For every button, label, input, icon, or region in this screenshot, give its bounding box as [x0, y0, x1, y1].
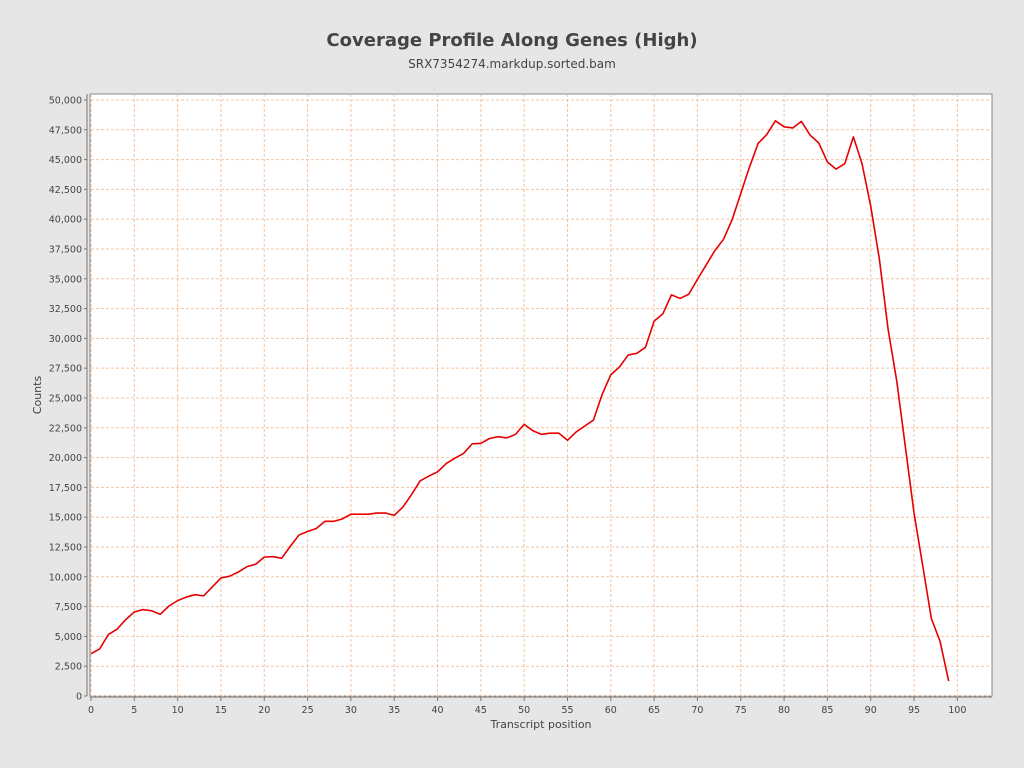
- x-tick-label: 5: [131, 705, 137, 716]
- y-tick-label: 27,500: [49, 364, 82, 375]
- x-tick-label: 35: [388, 705, 400, 716]
- x-tick-label: 45: [475, 705, 487, 716]
- x-tick-label: 95: [908, 705, 920, 716]
- chart-title: Coverage Profile Along Genes (High): [326, 30, 698, 51]
- x-tick-label: 15: [215, 705, 227, 716]
- y-tick-label: 30,000: [49, 334, 82, 345]
- y-tick-label: 37,500: [49, 244, 82, 255]
- y-tick-label: 42,500: [49, 185, 82, 196]
- y-tick-label: 47,500: [49, 125, 82, 136]
- y-axis-label: Counts: [31, 376, 44, 415]
- y-tick-label: 12,500: [49, 542, 82, 553]
- x-tick-label: 80: [778, 705, 790, 716]
- y-tick-label: 17,500: [49, 483, 82, 494]
- y-tick-label: 7,500: [55, 602, 82, 613]
- y-tick-label: 22,500: [49, 423, 82, 434]
- chart-subtitle: SRX7354274.markdup.sorted.bam: [408, 57, 616, 71]
- y-tick-label: 50,000: [49, 95, 82, 106]
- x-tick-label: 100: [948, 705, 966, 716]
- x-tick-label: 10: [172, 705, 184, 716]
- x-tick-label: 55: [561, 705, 573, 716]
- x-tick-label: 60: [605, 705, 617, 716]
- x-tick-label: 50: [518, 705, 530, 716]
- series-layer: [90, 120, 950, 682]
- y-tick-label: 15,000: [49, 513, 82, 524]
- y-tick-label: 25,000: [49, 393, 82, 404]
- y-tick-label: 45,000: [49, 155, 82, 166]
- y-tick-label: 32,500: [49, 304, 82, 315]
- x-tick-label: 65: [648, 705, 660, 716]
- coverage-series-line: [90, 120, 950, 682]
- tick-layer: 0 2,500 5,000 7,500 10,000 12,500 15,000 17,500…: [49, 95, 967, 716]
- grid-layer: [90, 94, 992, 697]
- x-tick-label: 75: [735, 705, 747, 716]
- x-tick-label: 85: [821, 705, 833, 716]
- y-tick-label: 0: [76, 692, 82, 703]
- y-tick-label: 2,500: [55, 662, 82, 673]
- x-axis-label: Transcript position: [489, 718, 591, 731]
- axis-layer: [86, 94, 992, 698]
- x-tick-label: 90: [865, 705, 877, 716]
- x-tick-label: 40: [431, 705, 443, 716]
- y-tick-label: 20,000: [49, 453, 82, 464]
- y-tick-label: 40,000: [49, 215, 82, 226]
- plot-area: [89, 93, 993, 697]
- x-tick-label: 70: [691, 705, 703, 716]
- y-tick-label: 5,000: [55, 632, 82, 643]
- y-tick-label: 35,000: [49, 274, 82, 285]
- x-tick-label: 30: [345, 705, 357, 716]
- x-tick-label: 0: [88, 705, 94, 716]
- y-tick-label: 10,000: [49, 572, 82, 583]
- x-tick-label: 20: [258, 705, 270, 716]
- x-tick-label: 25: [302, 705, 314, 716]
